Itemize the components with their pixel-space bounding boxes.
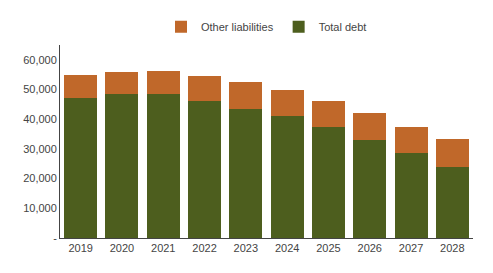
svg-text:50,000: 50,000 [23,83,57,95]
svg-text:2024: 2024 [275,242,299,254]
svg-text:-: - [53,232,57,244]
svg-text:2023: 2023 [234,242,258,254]
svg-text:2026: 2026 [358,242,382,254]
svg-text:2025: 2025 [316,242,340,254]
svg-text:20,000: 20,000 [23,172,57,184]
svg-text:2022: 2022 [192,242,216,254]
svg-text:10,000: 10,000 [23,202,57,214]
svg-text:2027: 2027 [399,242,423,254]
svg-text:Total debt: Total debt [319,21,367,33]
svg-text:2020: 2020 [110,242,134,254]
svg-text:2021: 2021 [151,242,175,254]
svg-text:2028: 2028 [440,242,464,254]
svg-text:30,000: 30,000 [23,143,57,155]
svg-text:40,000: 40,000 [23,113,57,125]
svg-text:2019: 2019 [68,242,92,254]
svg-text:60,000: 60,000 [23,54,57,66]
svg-text:Other liabilities: Other liabilities [201,21,274,33]
